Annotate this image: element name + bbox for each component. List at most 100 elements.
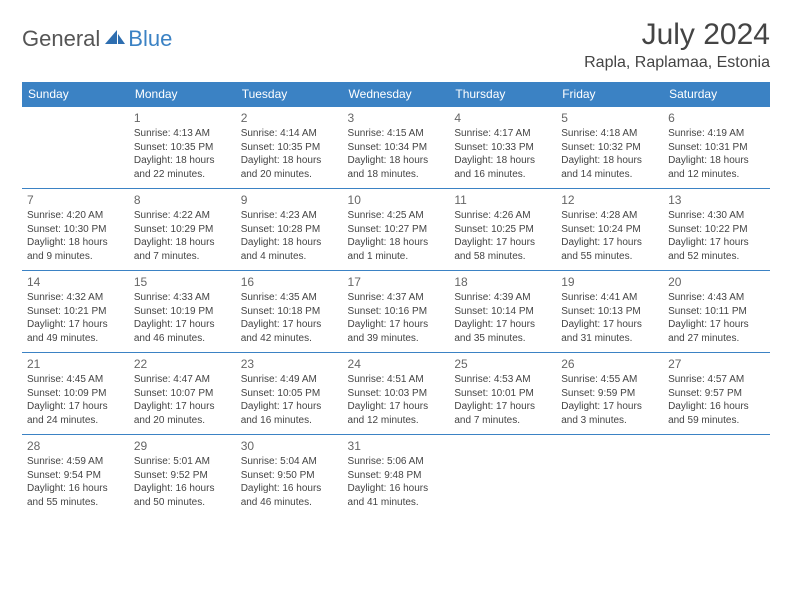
calendar-day-cell: 24Sunrise: 4:51 AMSunset: 10:03 PMDaylig… [343, 353, 450, 435]
day-number: 16 [241, 274, 338, 290]
day-info-line: Sunset: 10:35 PM [134, 141, 231, 155]
day-info-line: Daylight: 17 hours [454, 318, 551, 332]
day-info-line: Sunset: 10:09 PM [27, 387, 124, 401]
day-info-line: Sunset: 10:13 PM [561, 305, 658, 319]
day-info-line: Sunset: 10:31 PM [668, 141, 765, 155]
calendar-day-cell: 17Sunrise: 4:37 AMSunset: 10:16 PMDaylig… [343, 271, 450, 353]
day-info-line: Sunrise: 4:13 AM [134, 127, 231, 141]
day-info-line: Sunrise: 4:17 AM [454, 127, 551, 141]
day-info-line: Sunset: 10:19 PM [134, 305, 231, 319]
day-info-line: Sunset: 9:52 PM [134, 469, 231, 483]
location: Rapla, Raplamaa, Estonia [584, 54, 770, 72]
day-info-line: Sunrise: 4:20 AM [27, 209, 124, 223]
day-number: 27 [668, 356, 765, 372]
day-number: 12 [561, 192, 658, 208]
day-number: 14 [27, 274, 124, 290]
calendar-day-cell: 22Sunrise: 4:47 AMSunset: 10:07 PMDaylig… [129, 353, 236, 435]
day-header: Sunday [22, 82, 129, 107]
day-number: 17 [348, 274, 445, 290]
logo-text-general: General [22, 26, 100, 52]
day-info-line: and 59 minutes. [668, 414, 765, 428]
calendar-week-row: 28Sunrise: 4:59 AMSunset: 9:54 PMDayligh… [22, 435, 770, 517]
day-number: 4 [454, 110, 551, 126]
day-number: 11 [454, 192, 551, 208]
calendar-day-cell: 7Sunrise: 4:20 AMSunset: 10:30 PMDayligh… [22, 189, 129, 271]
day-info-line: and 20 minutes. [134, 414, 231, 428]
day-info-line: Sunset: 10:03 PM [348, 387, 445, 401]
day-number: 24 [348, 356, 445, 372]
day-info-line: Sunset: 10:32 PM [561, 141, 658, 155]
header: General Blue July 2024 Rapla, Raplamaa, … [22, 18, 770, 72]
day-info-line: Sunrise: 4:19 AM [668, 127, 765, 141]
day-info-line: Sunrise: 4:25 AM [348, 209, 445, 223]
day-info-line: Daylight: 18 hours [348, 154, 445, 168]
calendar-week-row: 21Sunrise: 4:45 AMSunset: 10:09 PMDaylig… [22, 353, 770, 435]
day-info-line: Daylight: 17 hours [561, 400, 658, 414]
calendar-day-cell: 30Sunrise: 5:04 AMSunset: 9:50 PMDayligh… [236, 435, 343, 517]
day-info-line: Sunset: 10:16 PM [348, 305, 445, 319]
day-info-line: Daylight: 17 hours [668, 236, 765, 250]
day-info-line: and 7 minutes. [454, 414, 551, 428]
day-number: 2 [241, 110, 338, 126]
day-info-line: and 50 minutes. [134, 496, 231, 510]
day-info-line: Daylight: 17 hours [134, 318, 231, 332]
day-info-line: Sunset: 10:25 PM [454, 223, 551, 237]
day-info-line: and 9 minutes. [27, 250, 124, 264]
calendar-day-cell: 19Sunrise: 4:41 AMSunset: 10:13 PMDaylig… [556, 271, 663, 353]
day-number: 9 [241, 192, 338, 208]
calendar-day-cell [22, 107, 129, 189]
day-info-line: and 1 minute. [348, 250, 445, 264]
day-number: 23 [241, 356, 338, 372]
logo-text-blue: Blue [128, 26, 172, 52]
day-number: 13 [668, 192, 765, 208]
day-info-line: Sunset: 9:50 PM [241, 469, 338, 483]
day-info-line: Daylight: 17 hours [668, 318, 765, 332]
calendar-day-cell: 25Sunrise: 4:53 AMSunset: 10:01 PMDaylig… [449, 353, 556, 435]
day-info-line: Daylight: 17 hours [454, 400, 551, 414]
day-info-line: Daylight: 17 hours [27, 400, 124, 414]
calendar-day-cell: 6Sunrise: 4:19 AMSunset: 10:31 PMDayligh… [663, 107, 770, 189]
day-info-line: Sunset: 10:29 PM [134, 223, 231, 237]
day-info-line: Sunset: 9:59 PM [561, 387, 658, 401]
day-info-line: Sunset: 9:48 PM [348, 469, 445, 483]
day-info-line: and 12 minutes. [348, 414, 445, 428]
day-info-line: Daylight: 18 hours [27, 236, 124, 250]
day-number: 10 [348, 192, 445, 208]
day-header: Friday [556, 82, 663, 107]
day-header: Tuesday [236, 82, 343, 107]
day-info-line: Daylight: 18 hours [241, 236, 338, 250]
calendar-day-cell: 29Sunrise: 5:01 AMSunset: 9:52 PMDayligh… [129, 435, 236, 517]
calendar-day-cell: 21Sunrise: 4:45 AMSunset: 10:09 PMDaylig… [22, 353, 129, 435]
day-info-line: Sunrise: 5:06 AM [348, 455, 445, 469]
calendar-day-cell: 31Sunrise: 5:06 AMSunset: 9:48 PMDayligh… [343, 435, 450, 517]
calendar-day-cell: 9Sunrise: 4:23 AMSunset: 10:28 PMDayligh… [236, 189, 343, 271]
day-info-line: Daylight: 17 hours [348, 318, 445, 332]
calendar-day-cell [663, 435, 770, 517]
calendar-week-row: 1Sunrise: 4:13 AMSunset: 10:35 PM Dayligh… [22, 107, 770, 189]
day-info-line: Daylight: 17 hours [561, 318, 658, 332]
day-info-line: Sunset: 10:34 PM [348, 141, 445, 155]
day-info-line: Daylight: 17 hours [241, 400, 338, 414]
day-info-line: Daylight: 17 hours [241, 318, 338, 332]
day-info-line: Sunset: 10:22 PM [668, 223, 765, 237]
day-header: Thursday [449, 82, 556, 107]
calendar-day-cell [556, 435, 663, 517]
day-info-line: and 7 minutes. [134, 250, 231, 264]
calendar-day-cell: 16Sunrise: 4:35 AMSunset: 10:18 PMDaylig… [236, 271, 343, 353]
day-info-line: Sunrise: 4:59 AM [27, 455, 124, 469]
day-info-line: Sunset: 10:33 PM [454, 141, 551, 155]
day-info-line: Sunrise: 4:51 AM [348, 373, 445, 387]
day-number: 6 [668, 110, 765, 126]
day-info-line: and 22 minutes. [134, 168, 231, 182]
calendar-day-cell: 13Sunrise: 4:30 AMSunset: 10:22 PMDaylig… [663, 189, 770, 271]
calendar-day-cell: 14Sunrise: 4:32 AMSunset: 10:21 PMDaylig… [22, 271, 129, 353]
day-info-line: Sunrise: 4:30 AM [668, 209, 765, 223]
day-info-line: and 14 minutes. [561, 168, 658, 182]
day-info-line: Daylight: 16 hours [27, 482, 124, 496]
calendar-day-cell: 4Sunrise: 4:17 AMSunset: 10:33 PMDayligh… [449, 107, 556, 189]
day-info-line: Daylight: 18 hours [561, 154, 658, 168]
day-info-line: Daylight: 18 hours [668, 154, 765, 168]
day-info-line: Sunrise: 4:28 AM [561, 209, 658, 223]
day-number: 1 [134, 110, 231, 126]
day-info-line: Daylight: 17 hours [348, 400, 445, 414]
